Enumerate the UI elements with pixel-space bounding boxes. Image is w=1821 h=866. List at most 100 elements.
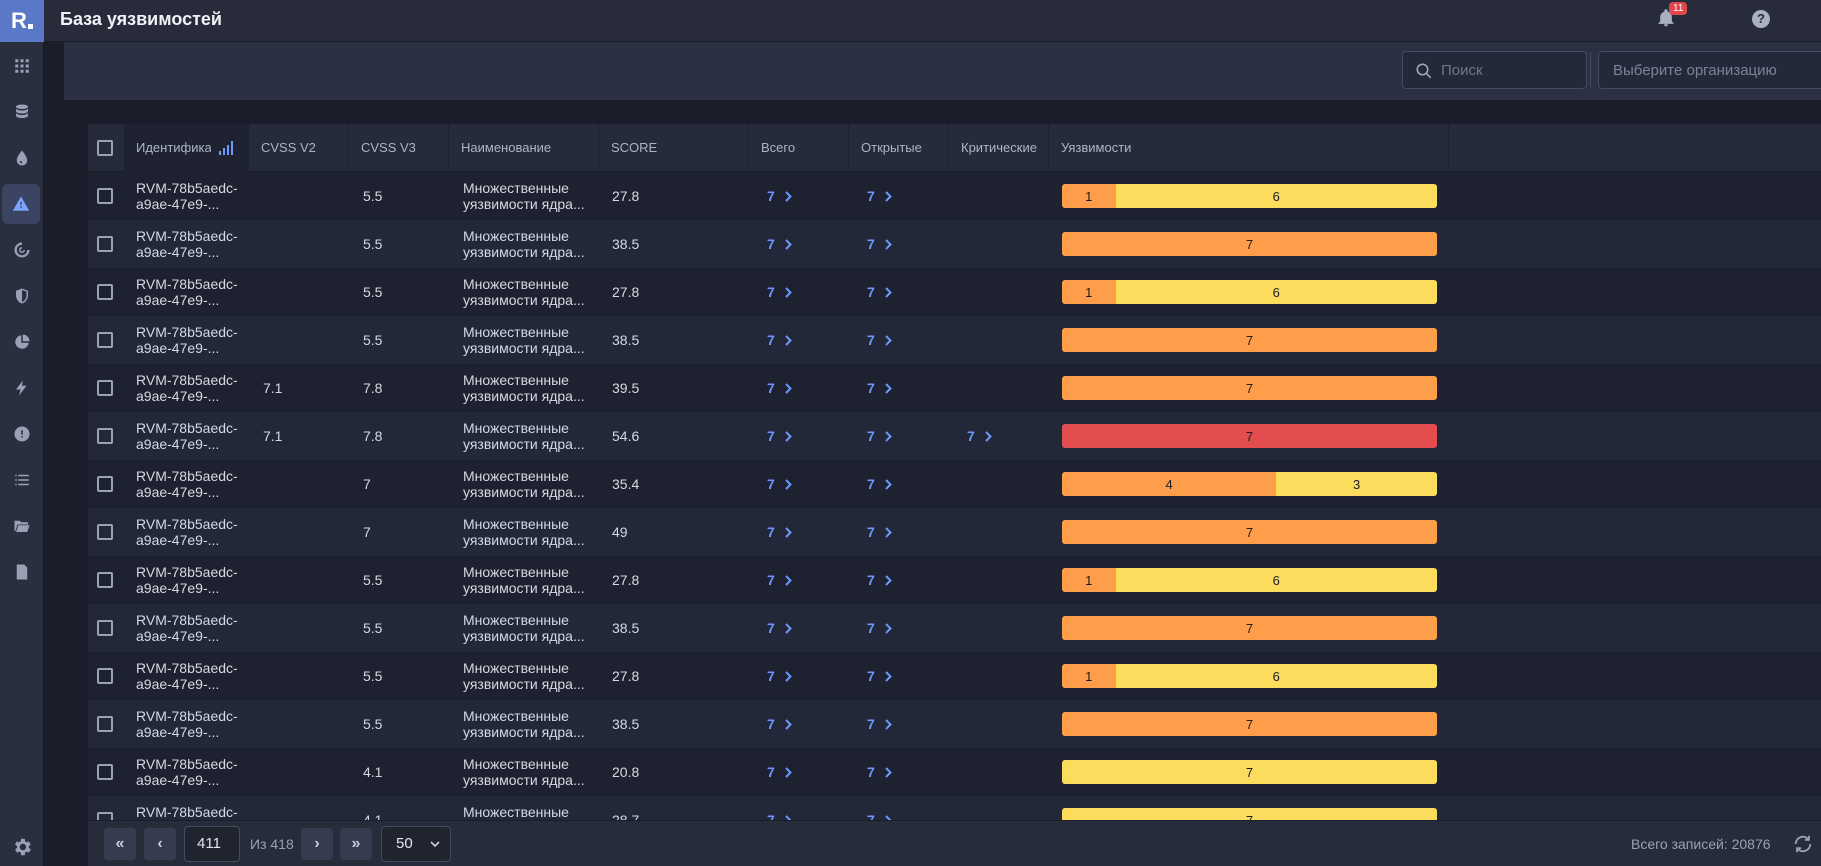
total-link[interactable]: 7 bbox=[767, 188, 792, 204]
total-cell[interactable]: 7 bbox=[767, 268, 847, 316]
open-link[interactable]: 7 bbox=[867, 332, 892, 348]
id-cell[interactable]: RVM-78b5aedc-a9ae-47e9-... bbox=[136, 556, 246, 604]
open-cell[interactable]: 7 bbox=[867, 748, 947, 796]
open-cell[interactable]: 7 bbox=[867, 316, 947, 364]
total-link[interactable]: 7 bbox=[767, 236, 792, 252]
id-cell[interactable]: RVM-78b5aedc-a9ae-47e9-... bbox=[136, 220, 246, 268]
sidebar-item-list[interactable] bbox=[0, 460, 44, 500]
total-cell[interactable]: 7 bbox=[767, 556, 847, 604]
select-all-checkbox[interactable] bbox=[97, 140, 113, 156]
total-link[interactable]: 7 bbox=[767, 716, 792, 732]
total-link[interactable]: 7 bbox=[767, 668, 792, 684]
row-checkbox[interactable] bbox=[97, 620, 113, 636]
first-page-button[interactable]: « bbox=[104, 828, 136, 860]
organization-select[interactable]: Выберите организацию bbox=[1598, 51, 1821, 89]
sidebar-item-folder[interactable] bbox=[0, 506, 44, 546]
sort-icon[interactable] bbox=[218, 140, 234, 156]
open-link[interactable]: 7 bbox=[867, 380, 892, 396]
id-cell[interactable]: RVM-78b5aedc-a9ae-47e9-... bbox=[136, 364, 246, 412]
open-cell[interactable]: 7 bbox=[867, 460, 947, 508]
open-cell[interactable]: 7 bbox=[867, 796, 947, 820]
column-header-cvss-v3[interactable]: CVSS V3 bbox=[349, 124, 449, 172]
total-cell[interactable]: 7 bbox=[767, 316, 847, 364]
total-link[interactable]: 7 bbox=[767, 284, 792, 300]
next-page-button[interactable]: › bbox=[301, 828, 333, 860]
row-checkbox[interactable] bbox=[97, 524, 113, 540]
total-link[interactable]: 7 bbox=[767, 332, 792, 348]
total-link[interactable]: 7 bbox=[767, 524, 792, 540]
id-cell[interactable]: RVM-78b5aedc-a9ae-47e9-... bbox=[136, 460, 246, 508]
last-page-button[interactable]: » bbox=[340, 828, 372, 860]
open-link[interactable]: 7 bbox=[867, 236, 892, 252]
total-link[interactable]: 7 bbox=[767, 476, 792, 492]
id-cell[interactable]: RVM-78b5aedc-a9ae-47e9-... bbox=[136, 652, 246, 700]
row-checkbox[interactable] bbox=[97, 764, 113, 780]
open-link[interactable]: 7 bbox=[867, 428, 892, 444]
total-link[interactable]: 7 bbox=[767, 620, 792, 636]
table-row[interactable]: RVM-78b5aedc-a9ae-47e9-... 5.5 Множественн… bbox=[88, 268, 1821, 316]
open-link[interactable]: 7 bbox=[867, 620, 892, 636]
row-checkbox[interactable] bbox=[97, 812, 113, 820]
id-cell[interactable]: RVM-78b5aedc-a9ae-47e9-... bbox=[136, 412, 246, 460]
open-cell[interactable]: 7 bbox=[867, 700, 947, 748]
total-link[interactable]: 7 bbox=[767, 812, 792, 820]
row-checkbox[interactable] bbox=[97, 380, 113, 396]
table-row[interactable]: RVM-78b5aedc-a9ae-47e9-... 4.1 Множественн… bbox=[88, 748, 1821, 796]
total-link[interactable]: 7 bbox=[767, 428, 792, 444]
total-cell[interactable]: 7 bbox=[767, 748, 847, 796]
total-cell[interactable]: 7 bbox=[767, 220, 847, 268]
sidebar-item-shield[interactable] bbox=[0, 276, 44, 316]
total-link[interactable]: 7 bbox=[767, 380, 792, 396]
id-cell[interactable]: RVM-78b5aedc-a9ae-47e9-... bbox=[136, 604, 246, 652]
open-link[interactable]: 7 bbox=[867, 524, 892, 540]
id-cell[interactable]: RVM-78b5aedc-a9ae-47e9-... bbox=[136, 316, 246, 364]
total-link[interactable]: 7 bbox=[767, 764, 792, 780]
search-input[interactable] bbox=[1441, 52, 1581, 88]
table-row[interactable]: RVM-78b5aedc-a9ae-47e9-... 5.5 Множественн… bbox=[88, 652, 1821, 700]
id-cell[interactable]: RVM-78b5aedc-a9ae-47e9-... bbox=[136, 796, 246, 820]
open-link[interactable]: 7 bbox=[867, 764, 892, 780]
table-row[interactable]: RVM-78b5aedc-a9ae-47e9-... 7 Множественные… bbox=[88, 460, 1821, 508]
row-checkbox[interactable] bbox=[97, 716, 113, 732]
total-link[interactable]: 7 bbox=[767, 572, 792, 588]
table-row[interactable]: RVM-78b5aedc-a9ae-47e9-... 7.1 7.8 Множеств… bbox=[88, 412, 1821, 460]
open-cell[interactable]: 7 bbox=[867, 604, 947, 652]
sidebar-item-drop[interactable] bbox=[0, 138, 44, 178]
table-row[interactable]: RVM-78b5aedc-a9ae-47e9-... 7.1 7.8 Множеств… bbox=[88, 364, 1821, 412]
column-header-critical[interactable]: Критические bbox=[949, 124, 1049, 172]
sidebar-item-lightning[interactable] bbox=[0, 368, 44, 408]
open-link[interactable]: 7 bbox=[867, 476, 892, 492]
open-link[interactable]: 7 bbox=[867, 572, 892, 588]
row-checkbox[interactable] bbox=[97, 284, 113, 300]
sidebar-item-database[interactable] bbox=[0, 92, 44, 132]
open-link[interactable]: 7 bbox=[867, 812, 892, 820]
id-cell[interactable]: RVM-78b5aedc-a9ae-47e9-... bbox=[136, 700, 246, 748]
previous-page-button[interactable]: ‹ bbox=[144, 828, 176, 860]
column-header-cvss-v2[interactable]: CVSS V2 bbox=[249, 124, 349, 172]
table-row[interactable]: RVM-78b5aedc-a9ae-47e9-... 5.5 Множественн… bbox=[88, 220, 1821, 268]
id-cell[interactable]: RVM-78b5aedc-a9ae-47e9-... bbox=[136, 508, 246, 556]
open-cell[interactable]: 7 bbox=[867, 556, 947, 604]
total-cell[interactable]: 7 bbox=[767, 172, 847, 220]
total-cell[interactable]: 7 bbox=[767, 700, 847, 748]
refresh-icon[interactable] bbox=[1792, 833, 1814, 855]
open-link[interactable]: 7 bbox=[867, 668, 892, 684]
open-link[interactable]: 7 bbox=[867, 716, 892, 732]
row-checkbox[interactable] bbox=[97, 476, 113, 492]
open-cell[interactable]: 7 bbox=[867, 172, 947, 220]
app-logo[interactable]: R bbox=[0, 0, 44, 42]
id-cell[interactable]: RVM-78b5aedc-a9ae-47e9-... bbox=[136, 748, 246, 796]
sidebar-item-radar[interactable] bbox=[0, 230, 44, 270]
column-header-total[interactable]: Всего bbox=[749, 124, 849, 172]
column-header-open[interactable]: Открытые bbox=[849, 124, 949, 172]
open-cell[interactable]: 7 bbox=[867, 364, 947, 412]
page-size-select[interactable]: 50 bbox=[381, 826, 451, 862]
total-cell[interactable]: 7 bbox=[767, 796, 847, 820]
total-cell[interactable]: 7 bbox=[767, 508, 847, 556]
row-checkbox[interactable] bbox=[97, 236, 113, 252]
total-cell[interactable]: 7 bbox=[767, 604, 847, 652]
table-row[interactable]: RVM-78b5aedc-a9ae-47e9-... 5.5 Множественн… bbox=[88, 316, 1821, 364]
total-cell[interactable]: 7 bbox=[767, 364, 847, 412]
table-row[interactable]: RVM-78b5aedc-a9ae-47e9-... 5.5 Множественн… bbox=[88, 604, 1821, 652]
column-header-score[interactable]: SCORE bbox=[599, 124, 749, 172]
